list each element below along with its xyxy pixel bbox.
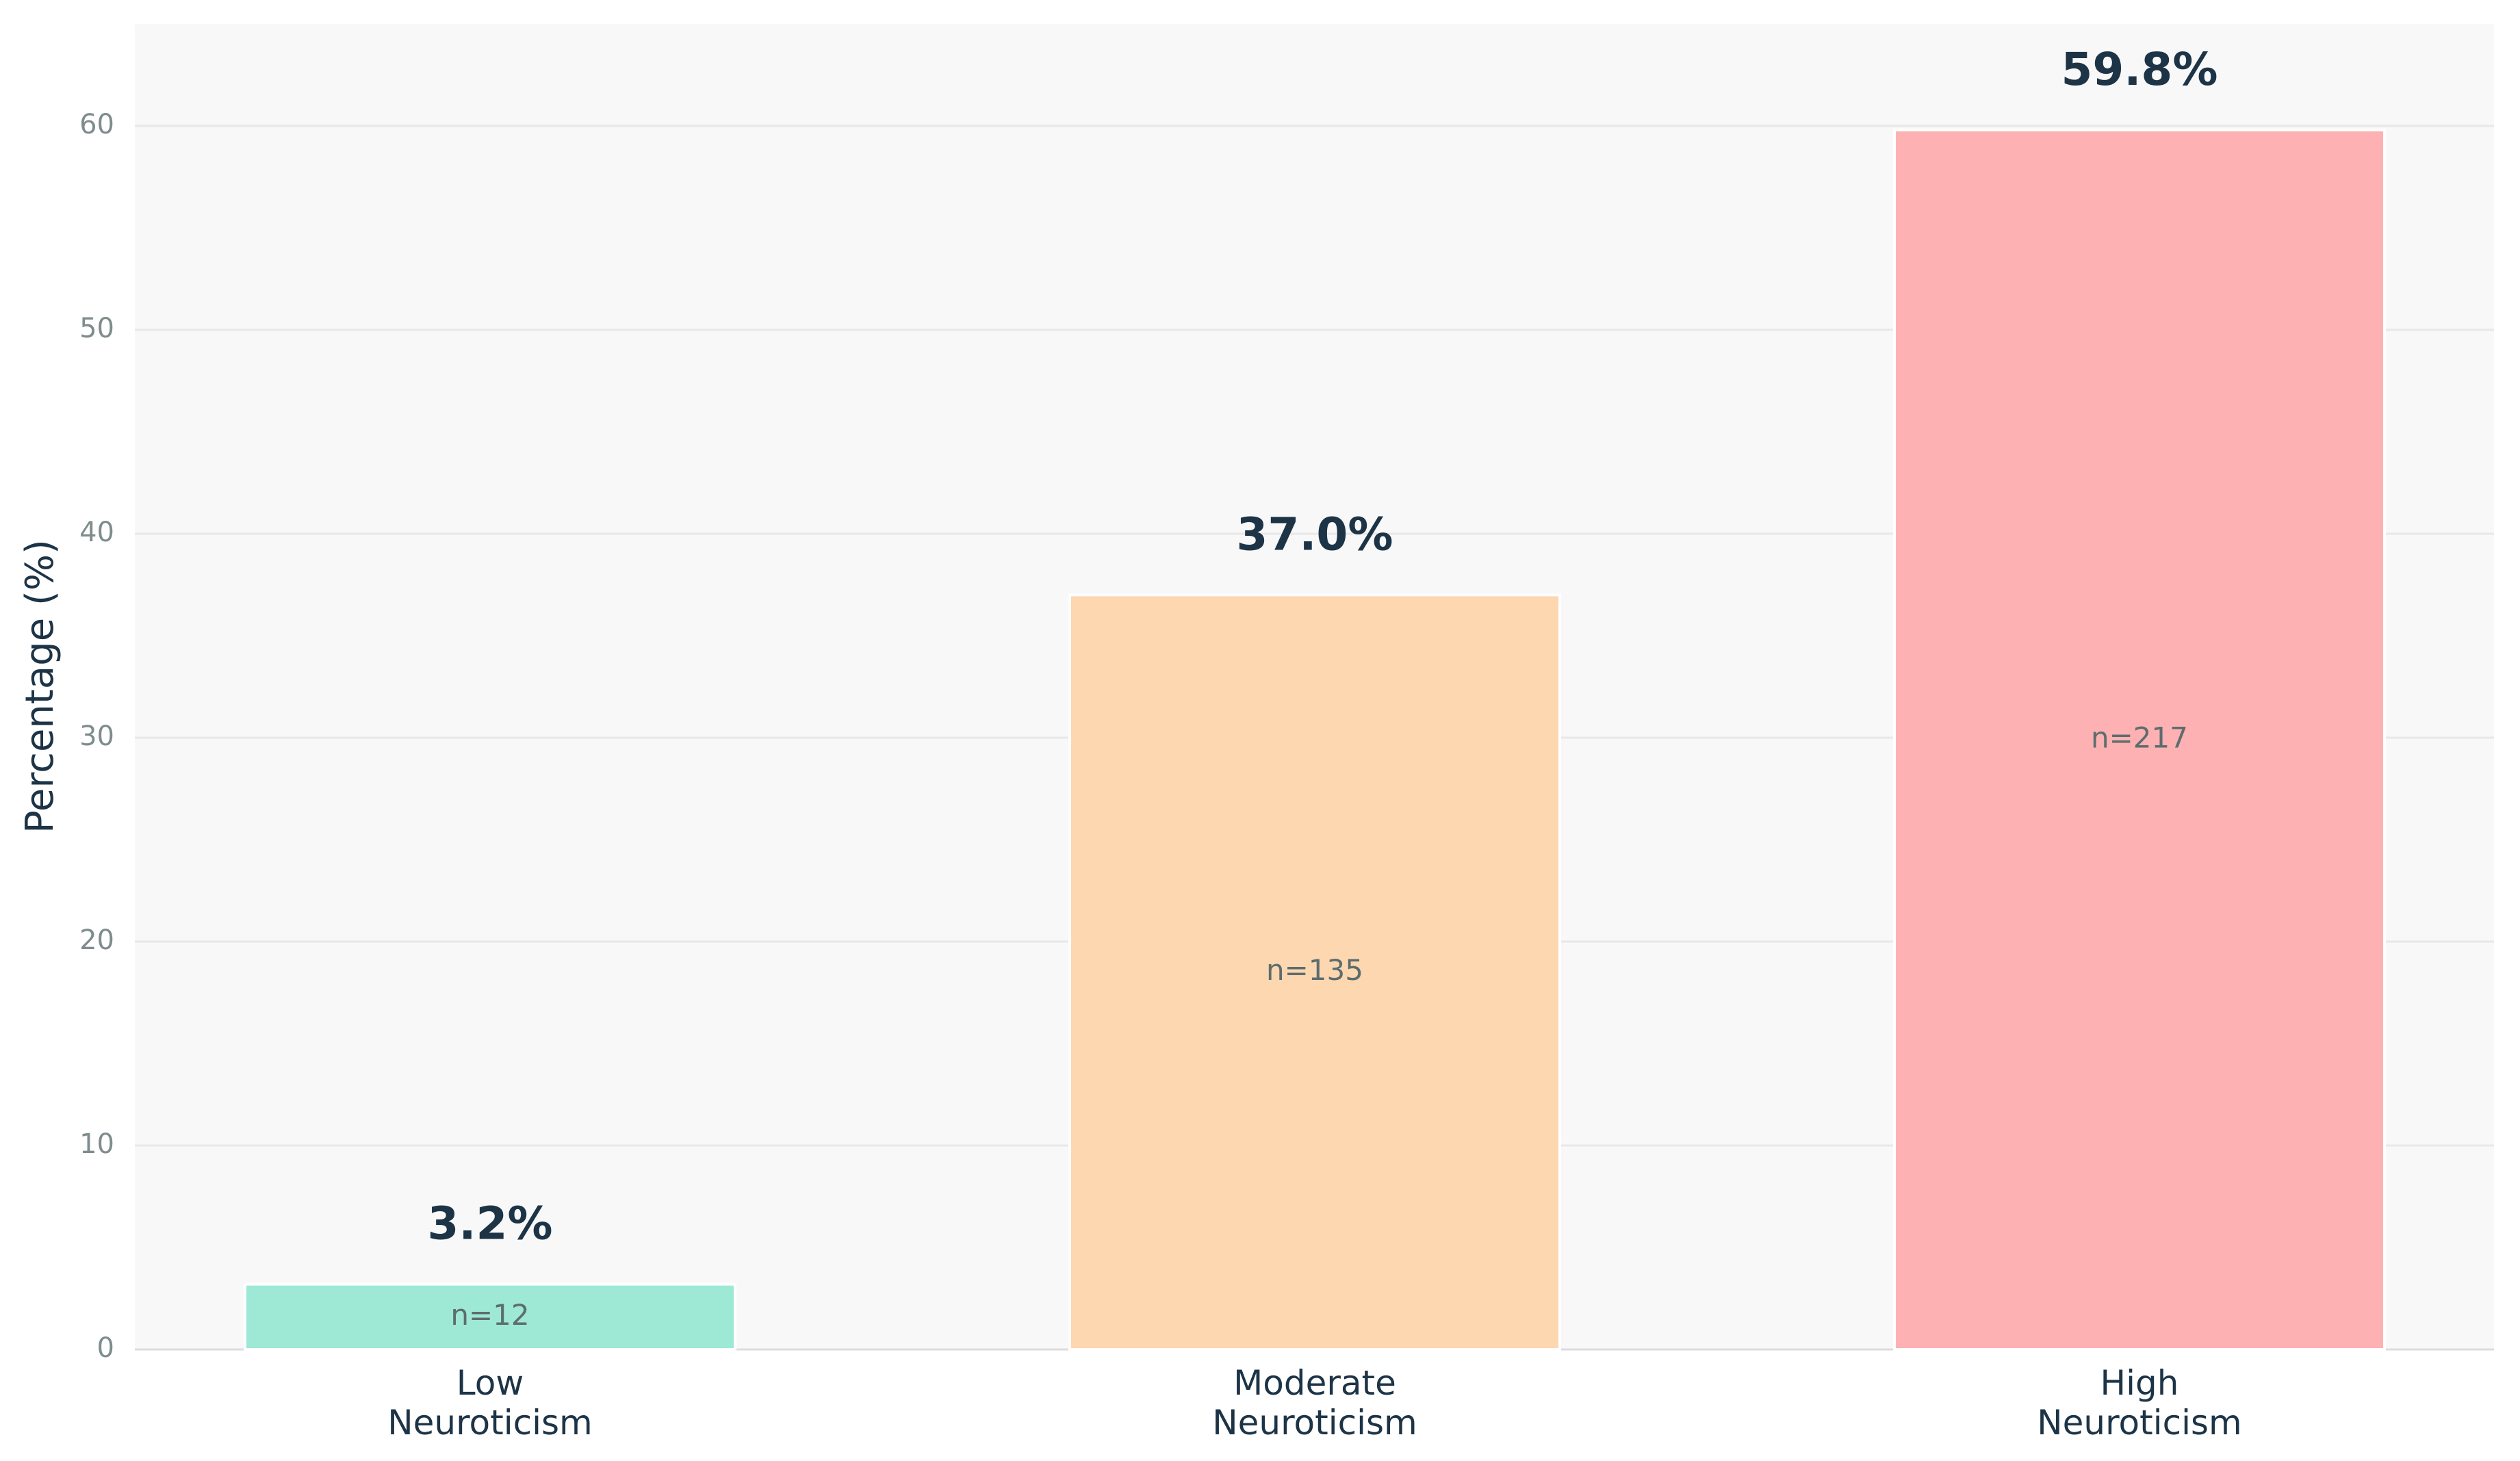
y-tick-label: 0 (97, 1332, 114, 1364)
y-tick-label: 60 (79, 109, 114, 140)
count-label: n=12 (450, 1298, 529, 1332)
y-tick-label: 30 (79, 721, 114, 752)
y-axis-label: Percentage (%) (18, 539, 62, 833)
x-tick-label: Moderate Neuroticism (1212, 1363, 1417, 1443)
count-label: n=135 (1266, 953, 1363, 987)
count-label: n=217 (2091, 721, 2188, 754)
value-label: 3.2% (427, 1198, 552, 1250)
value-label: 59.8% (2061, 43, 2218, 96)
bar (244, 1282, 736, 1352)
value-label: 37.0% (1237, 508, 1393, 560)
y-tick-label: 10 (79, 1128, 114, 1160)
y-tick-label: 20 (79, 925, 114, 956)
bar (1893, 128, 2386, 1352)
bar (1068, 593, 1561, 1351)
x-tick-label: Low Neuroticism (387, 1363, 593, 1443)
y-tick-label: 50 (79, 313, 114, 344)
x-tick-label: High Neuroticism (2037, 1363, 2242, 1443)
y-tick-label: 40 (79, 517, 114, 548)
